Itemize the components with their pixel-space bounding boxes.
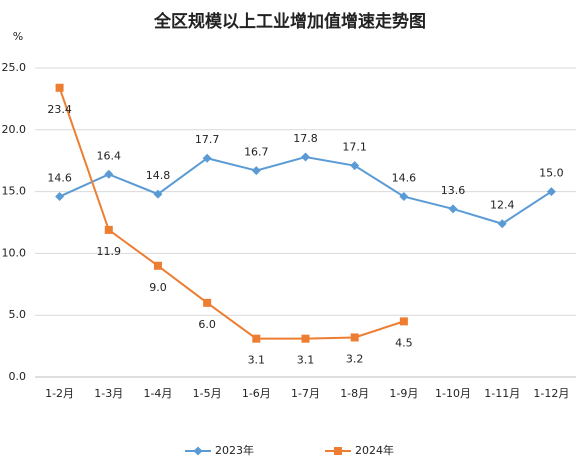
marker: [350, 333, 359, 342]
x-tick-label: 1-3月: [94, 387, 123, 400]
x-tick-label: 1-10月: [435, 387, 471, 400]
data-label: 17.7: [195, 133, 220, 146]
data-label: 6.0: [198, 318, 216, 331]
y-tick-label: 0.0: [9, 370, 27, 383]
marker: [104, 169, 114, 179]
data-label: 14.8: [146, 169, 171, 182]
marker: [301, 334, 310, 343]
x-tick-label: 1-5月: [193, 387, 222, 400]
marker: [203, 298, 212, 307]
x-tick-label: 1-6月: [242, 387, 271, 400]
series-line: [59, 155, 552, 225]
y-tick-label: 25.0: [2, 61, 27, 74]
marker: [202, 153, 212, 163]
marker: [350, 161, 360, 171]
legend-label: 2023年: [215, 443, 254, 457]
x-tick-label: 1-4月: [143, 387, 172, 400]
data-label: 3.2: [346, 352, 364, 365]
marker: [399, 317, 408, 326]
marker: [55, 192, 65, 202]
y-tick-label: 10.0: [2, 246, 27, 259]
marker: [55, 83, 64, 92]
marker: [301, 152, 310, 162]
x-tick-label: 1-9月: [389, 387, 418, 400]
marker: [153, 261, 162, 270]
marker: [399, 192, 409, 202]
data-label: 4.5: [395, 336, 413, 349]
marker: [104, 225, 113, 234]
y-axis-label: %: [13, 30, 23, 43]
data-label: 3.1: [297, 354, 315, 367]
marker: [497, 219, 507, 229]
marker: [251, 166, 261, 176]
data-label: 11.9: [97, 245, 122, 258]
y-tick-label: 5.0: [9, 308, 27, 321]
marker: [153, 189, 163, 199]
y-tick-label: 15.0: [2, 185, 27, 198]
data-label: 15.0: [539, 167, 564, 180]
legend-label: 2024年: [355, 443, 394, 457]
x-tick-label: 1-7月: [291, 387, 320, 400]
data-label: 23.4: [47, 103, 72, 116]
data-label: 17.1: [342, 141, 367, 154]
x-tick-label: 1-12月: [533, 387, 569, 400]
marker: [546, 187, 556, 197]
data-label: 9.0: [149, 281, 167, 294]
y-tick-label: 20.0: [2, 123, 27, 136]
data-label: 13.6: [441, 184, 466, 197]
data-label: 14.6: [392, 172, 417, 185]
data-label: 12.4: [490, 199, 515, 212]
chart-title: 全区规模以上工业增加值增速走势图: [153, 11, 426, 32]
data-label: 17.8: [293, 132, 318, 145]
data-label: 16.7: [244, 146, 269, 159]
data-label: 14.6: [47, 172, 72, 185]
marker: [448, 204, 458, 214]
data-label: 3.1: [248, 354, 266, 367]
x-tick-label: 1-2月: [45, 387, 74, 400]
marker: [193, 446, 203, 456]
data-label: 16.4: [97, 149, 122, 162]
marker: [252, 334, 261, 343]
marker: [334, 447, 342, 455]
x-tick-label: 1-8月: [340, 387, 369, 400]
series-line: [58, 87, 405, 340]
x-tick-label: 1-11月: [484, 387, 520, 400]
